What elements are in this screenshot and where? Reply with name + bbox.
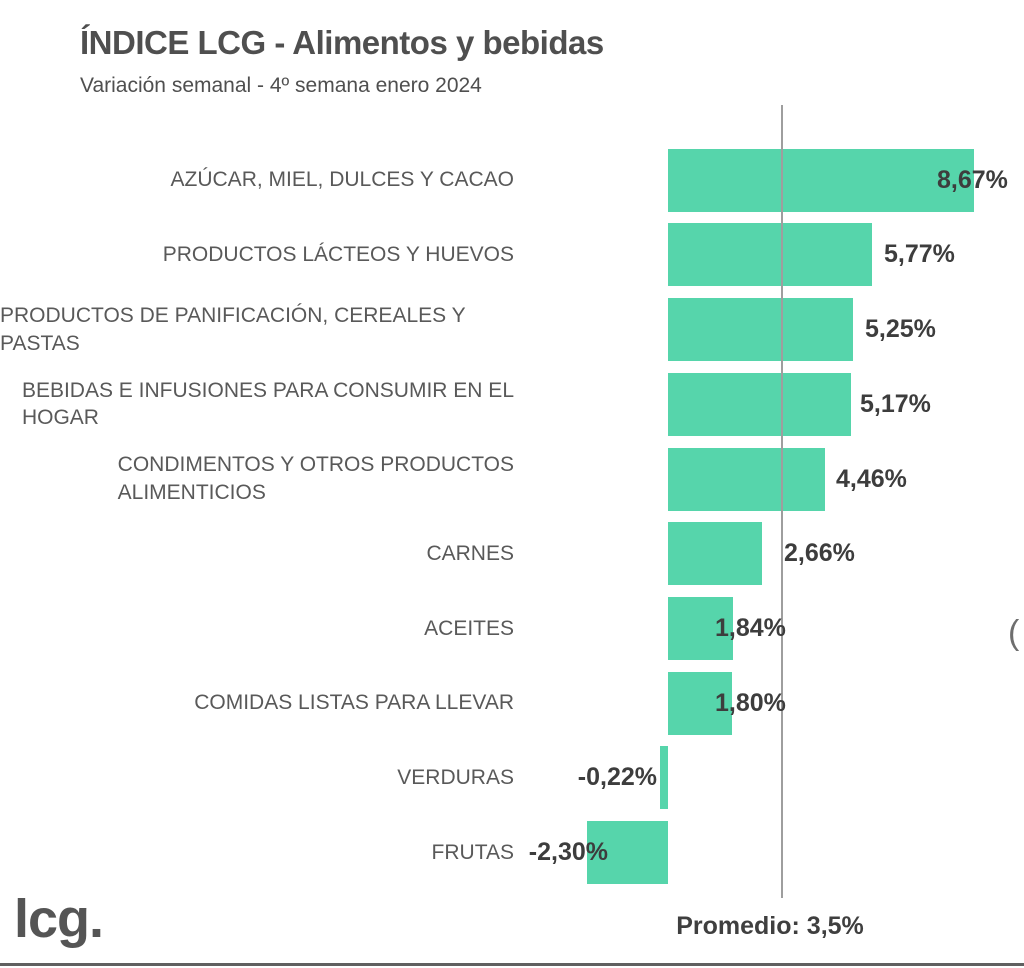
bar bbox=[586, 821, 668, 885]
value-label: 4,46% bbox=[836, 464, 907, 493]
category-label-text: PRODUCTOS DE PANIFICACIÓN, CEREALES Y PA… bbox=[0, 304, 466, 355]
bar bbox=[668, 372, 851, 436]
bar-row: PRODUCTOS DE PANIFICACIÓN, CEREALES Y PA… bbox=[0, 292, 1024, 367]
lcg-logo: lcg. bbox=[14, 889, 104, 949]
category-label-text: CONDIMENTOS Y OTROS PRODUCTOS ALIMENTICI… bbox=[117, 453, 514, 505]
value-label: 2,66% bbox=[784, 539, 855, 568]
category-label: CARNES bbox=[0, 517, 514, 592]
category-label: AZÚCAR, MIEL, DULCES Y CACAO bbox=[0, 143, 514, 218]
value-label: 5,77% bbox=[884, 240, 955, 269]
bar-row: AZÚCAR, MIEL, DULCES Y CACAO 8,67% bbox=[0, 143, 1024, 218]
bar bbox=[668, 148, 975, 212]
value-label: -0,22% bbox=[577, 763, 657, 792]
bar-row: CONDIMENTOS Y OTROS PRODUCTOS ALIMENTICI… bbox=[0, 442, 1024, 517]
category-label: BEBIDAS E INFUSIONES PARA CONSUMIR EN EL… bbox=[0, 367, 514, 442]
bar bbox=[668, 223, 872, 287]
value-label: 1,84% bbox=[715, 613, 786, 642]
category-label: FRUTAS bbox=[0, 815, 514, 890]
value-label: 1,80% bbox=[715, 688, 786, 717]
category-label-text: FRUTAS bbox=[431, 840, 514, 864]
bar-row: FRUTAS -2,30% bbox=[0, 815, 1024, 890]
bar-row: VERDURAS -0,22% bbox=[0, 741, 1024, 816]
value-label: 8,67% bbox=[937, 165, 1008, 194]
chart-title: ÍNDICE LCG - Alimentos y bebidas bbox=[80, 24, 604, 61]
bar-row: COMIDAS LISTAS PARA LLEVAR 1,80% bbox=[0, 666, 1024, 741]
category-label: VERDURAS bbox=[0, 741, 514, 816]
category-label: COMIDAS LISTAS PARA LLEVAR bbox=[0, 666, 514, 741]
category-label-text: COMIDAS LISTAS PARA LLEVAR bbox=[194, 691, 514, 715]
average-line bbox=[781, 105, 783, 898]
chart-subtitle: Variación semanal - 4º semana enero 2024 bbox=[80, 74, 482, 97]
average-label: Promedio: 3,5% bbox=[676, 912, 864, 940]
bar bbox=[668, 522, 762, 586]
bar-chart: AZÚCAR, MIEL, DULCES Y CACAO 8,67% PRODUCT… bbox=[0, 143, 1024, 898]
bar-row: PRODUCTOS LÁCTEOS Y HUEVOS 5,77% bbox=[0, 218, 1024, 293]
category-label-text: VERDURAS bbox=[397, 766, 514, 790]
category-label-text: CARNES bbox=[426, 541, 514, 565]
bar bbox=[668, 671, 732, 735]
bar-row: CARNES 2,66% bbox=[0, 517, 1024, 592]
value-label: 5,17% bbox=[860, 389, 931, 418]
bar-row: ACEITES 1,84% bbox=[0, 591, 1024, 666]
category-label-text: PRODUCTOS LÁCTEOS Y HUEVOS bbox=[162, 243, 514, 267]
category-label: CONDIMENTOS Y OTROS PRODUCTOS ALIMENTICI… bbox=[0, 442, 514, 517]
value-label: 5,25% bbox=[865, 315, 936, 344]
category-label-text: AZÚCAR, MIEL, DULCES Y CACAO bbox=[170, 168, 514, 192]
bar bbox=[668, 298, 854, 362]
value-label: -2,30% bbox=[528, 838, 608, 867]
category-label-text: ACEITES bbox=[424, 616, 514, 640]
cutoff-glyph: ( bbox=[1008, 614, 1020, 652]
bottom-border bbox=[0, 963, 1024, 966]
bar bbox=[668, 447, 826, 511]
category-label: PRODUCTOS LÁCTEOS Y HUEVOS bbox=[0, 218, 514, 293]
bar-row: BEBIDAS E INFUSIONES PARA CONSUMIR EN EL… bbox=[0, 367, 1024, 442]
category-label: ACEITES bbox=[0, 591, 514, 666]
bar bbox=[668, 596, 733, 660]
category-label: PRODUCTOS DE PANIFICACIÓN, CEREALES Y PA… bbox=[0, 292, 514, 367]
bar bbox=[660, 746, 668, 810]
category-label-text: BEBIDAS E INFUSIONES PARA CONSUMIR EN EL… bbox=[21, 378, 514, 430]
